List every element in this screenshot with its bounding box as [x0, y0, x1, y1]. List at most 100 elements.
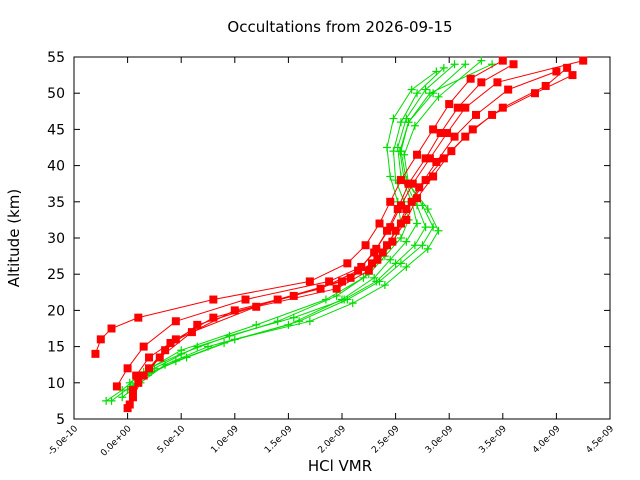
data-point	[155, 353, 164, 362]
data-point	[182, 353, 191, 362]
y-tick-label: 35	[47, 195, 65, 211]
series-line	[132, 74, 573, 398]
series-line	[105, 71, 437, 402]
data-point	[450, 60, 459, 69]
data-point	[321, 295, 330, 304]
data-point	[423, 244, 432, 253]
tick-marks	[73, 56, 611, 420]
data-point	[493, 78, 502, 87]
data-point	[563, 63, 572, 72]
data-point	[230, 335, 239, 344]
data-point	[423, 205, 432, 214]
y-tick-label: 40	[47, 159, 65, 175]
data-point	[364, 266, 373, 275]
data-point	[413, 219, 422, 228]
data-point	[410, 241, 419, 250]
data-point	[466, 74, 475, 83]
data-point	[579, 56, 588, 65]
x-tick-label: 1.0e-09	[209, 424, 241, 456]
data-point	[134, 313, 143, 322]
data-point	[343, 259, 352, 268]
data-point	[348, 299, 357, 308]
data-point	[316, 284, 325, 293]
data-point	[332, 284, 341, 293]
data-point	[325, 277, 334, 286]
data-point	[145, 353, 154, 362]
data-point	[289, 313, 298, 322]
x-tick-label: -5.0e-10	[46, 424, 80, 458]
series-11	[132, 63, 572, 380]
data-point	[418, 241, 427, 250]
y-axis-label: Altitude (km)	[5, 189, 23, 287]
data-point	[187, 328, 196, 337]
data-point	[429, 223, 438, 232]
data-point	[425, 154, 434, 163]
x-tick-label: 2.0e-09	[317, 424, 349, 456]
x-tick-label: 4.0e-09	[531, 424, 563, 456]
y-tick-label: 55	[47, 50, 65, 66]
data-point	[241, 295, 250, 304]
data-point	[305, 277, 314, 286]
data-point	[171, 335, 180, 344]
data-point	[404, 118, 413, 127]
data-point	[477, 78, 486, 87]
data-point	[372, 244, 381, 253]
data-point	[372, 277, 381, 286]
y-tick-label: 10	[47, 376, 65, 392]
data-point	[139, 342, 148, 351]
x-tick-label: 4.5e-09	[585, 424, 617, 456]
data-point	[434, 92, 443, 101]
data-point	[421, 154, 430, 163]
data-point	[439, 154, 448, 163]
data-point	[472, 110, 480, 119]
data-point	[413, 89, 422, 98]
data-point	[447, 147, 456, 156]
data-point	[396, 234, 405, 242]
data-point	[118, 393, 127, 402]
data-point	[408, 179, 417, 188]
data-point	[252, 320, 261, 329]
y-tick-labels: 5 10 15 20 25 30 35 40 45 50 55	[47, 50, 65, 428]
y-tick-label: 45	[47, 122, 65, 138]
series-3	[128, 56, 486, 391]
data-point	[400, 150, 409, 159]
data-point	[396, 201, 405, 210]
series-10	[112, 56, 588, 391]
data-point	[171, 317, 180, 326]
data-point	[425, 89, 434, 98]
data-point	[375, 219, 384, 228]
data-point	[402, 262, 411, 271]
data-point	[434, 226, 443, 235]
x-tick-labels: -5.0e-10 0.0e+00 5.0e-10 1.0e-09 1.5e-09 2.0e…	[46, 424, 616, 459]
data-point	[161, 346, 170, 355]
y-tick-label: 25	[47, 267, 65, 283]
data-point	[388, 237, 397, 246]
data-point	[386, 223, 395, 232]
data-point	[132, 371, 141, 380]
y-tick-label: 15	[47, 340, 65, 356]
data-point	[407, 197, 416, 206]
y-tick-label: 20	[47, 303, 65, 319]
data-point	[391, 259, 400, 268]
data-point	[453, 103, 462, 112]
data-point	[509, 60, 518, 69]
data-point	[102, 396, 111, 405]
data-point	[568, 71, 577, 80]
data-point	[361, 241, 370, 250]
data-point	[498, 103, 507, 112]
data-point	[386, 172, 395, 181]
data-point	[91, 349, 100, 358]
data-point	[389, 114, 398, 123]
data-point	[289, 291, 298, 300]
data-point	[383, 241, 392, 250]
data-point	[209, 313, 218, 322]
series-7	[91, 56, 507, 358]
data-point	[128, 386, 137, 395]
data-point	[443, 129, 452, 138]
data-point	[450, 132, 459, 141]
data-point	[357, 262, 366, 271]
data-point	[404, 179, 413, 188]
data-point	[530, 89, 539, 98]
data-point	[402, 205, 411, 214]
data-point	[112, 382, 121, 391]
